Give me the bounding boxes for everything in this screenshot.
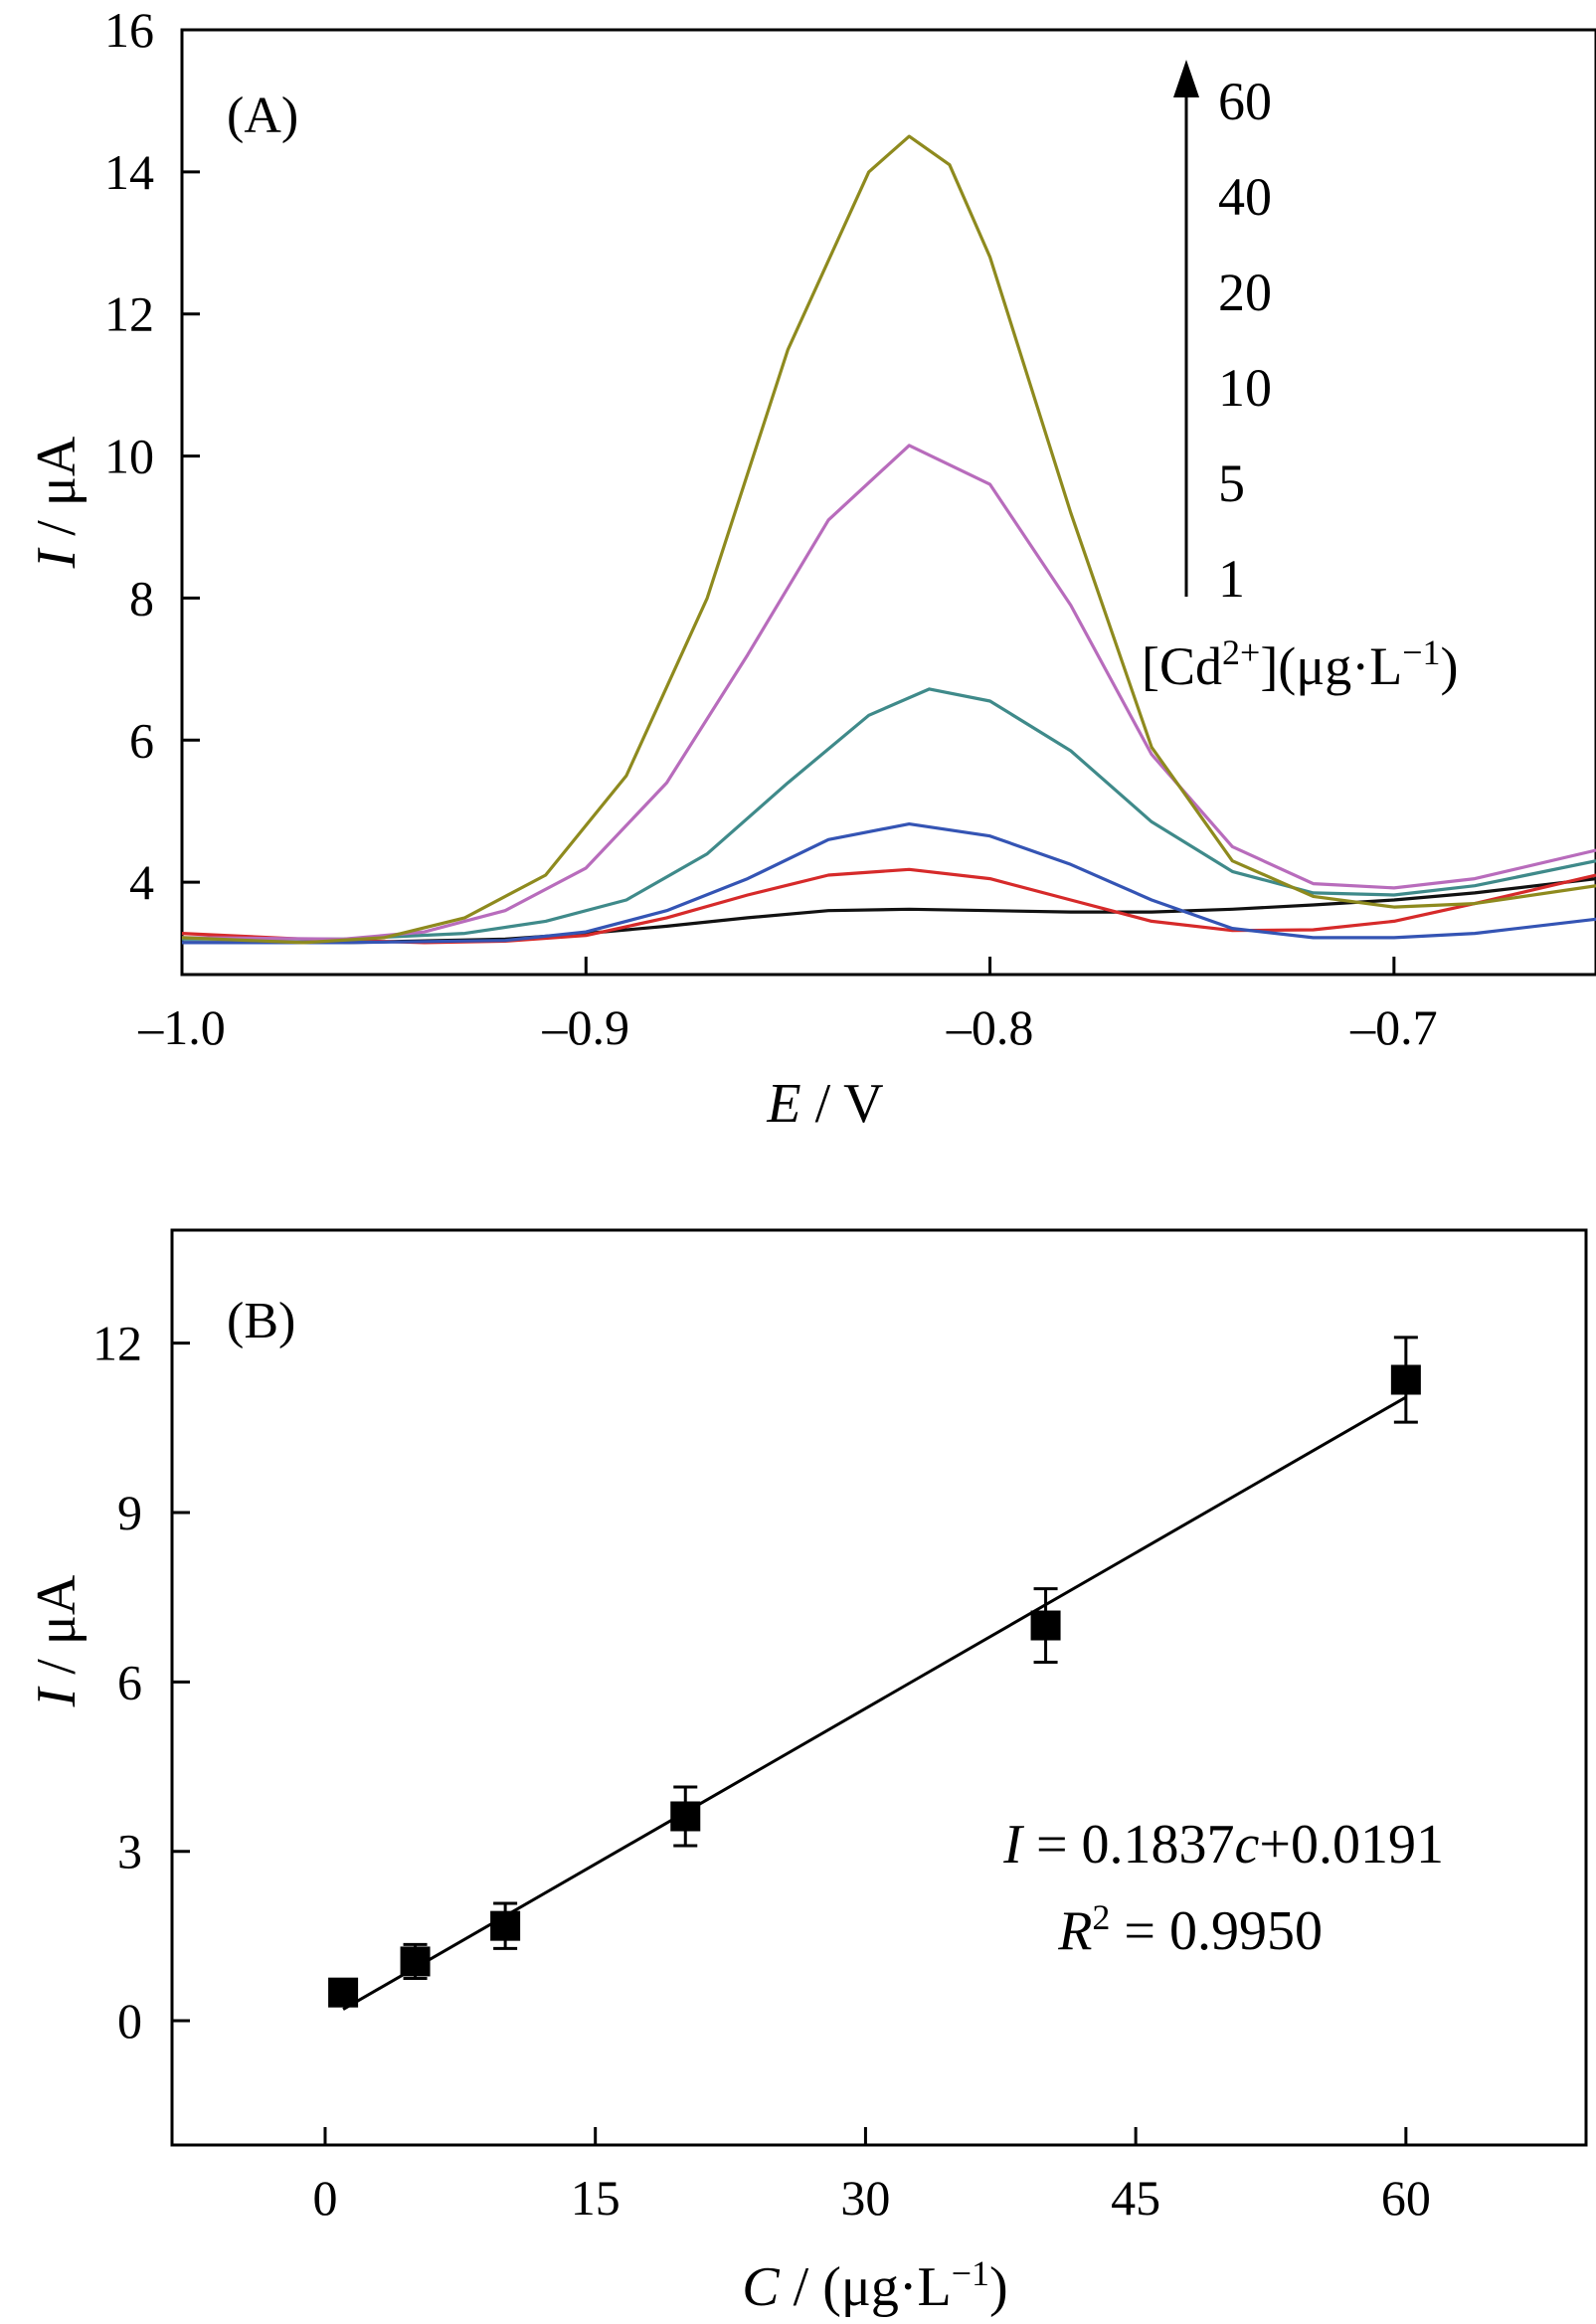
- panel-a-x-tick-label: –1.0: [137, 999, 226, 1055]
- panel-a-x-tick-label: –0.8: [946, 999, 1034, 1055]
- panel-b-x-tick-label: 15: [571, 2170, 621, 2226]
- panel-a-y-tick-label: 12: [104, 286, 154, 342]
- panel-a-legend-value: 10: [1218, 358, 1272, 418]
- panel-a-legend-value: 60: [1218, 72, 1272, 131]
- panel-a-y-tick-label: 6: [129, 712, 154, 768]
- panel-a-ylabel: I / μA: [26, 436, 88, 569]
- panel-a-y-tick-label: 10: [104, 429, 154, 484]
- fit-equation: I = 0.1837c+0.0191: [1002, 1814, 1444, 1876]
- panel-b-x-tick-label: 60: [1381, 2170, 1431, 2226]
- panel-b-x-tick-label: 30: [840, 2170, 890, 2226]
- data-point: [400, 1946, 431, 1977]
- data-point: [1390, 1364, 1421, 1395]
- panel-a-y-tick-label: 4: [129, 854, 154, 910]
- data-point: [328, 1977, 359, 2008]
- panel-a-series-line-4: [181, 444, 1596, 941]
- data-point: [490, 1910, 521, 1941]
- panel-a-legend-value: 5: [1218, 453, 1245, 513]
- fit-r-squared: R2 = 0.9950: [1057, 1897, 1323, 1962]
- panel-a-legend-value: 20: [1218, 263, 1272, 322]
- panel-b-y-tick-label: 9: [117, 1485, 142, 1540]
- data-point: [1030, 1610, 1061, 1641]
- panel-b-y-tick-label: 3: [117, 1824, 142, 1879]
- panel-a-legend-value: 40: [1218, 167, 1272, 227]
- panel-a-y-tick-label: 14: [104, 144, 154, 200]
- panel-a-series: [181, 134, 1596, 945]
- concentration-arrow-head: [1173, 60, 1199, 97]
- panel-a-y-tick-label: 8: [129, 570, 154, 626]
- panel-b-points: [328, 1336, 1421, 2008]
- panel-b-frame: [170, 1228, 1588, 2147]
- panel-b-y-tick-label: 0: [117, 1993, 142, 2049]
- panel-a-legend-value: 1: [1218, 549, 1245, 609]
- panel-a-x-tick-label: –0.7: [1349, 999, 1438, 1055]
- panel-a-chart: –1.0 –0.9 –0.8 –0.7 4 6 8 10 12 14 16 (A) 60 40 20 10…: [26, 2, 1596, 1135]
- panel-a-legend-title: [Cd2+](μg·L−1): [1142, 632, 1459, 696]
- panel-a-legend: 60 40 20 10 5 1: [1218, 72, 1272, 609]
- panel-b-chart: 0 15 30 45 60 0 3 6 9 12 (B) I = 0.1837c+0.0191 R…: [26, 1228, 1588, 2318]
- panel-a-series-line-3: [182, 687, 1596, 941]
- panel-a-y-tick-label: 16: [104, 2, 154, 58]
- panel-b-xlabel: C / (μg·L−1): [742, 2253, 1007, 2318]
- panel-b-ylabel: I / μA: [26, 1574, 88, 1707]
- panel-b-x-tick-label: 45: [1111, 2170, 1160, 2226]
- panel-b-ticks: 0 15 30 45 60 0 3 6 9 12: [92, 1316, 1431, 2226]
- panel-a-frame: [180, 28, 1596, 977]
- panel-a-series-line-2: [182, 822, 1596, 945]
- panel-a-series-line-5: [181, 134, 1596, 945]
- panel-a-ticks: –1.0 –0.9 –0.8 –0.7 4 6 8 10 12 14 16: [104, 2, 1438, 1055]
- panel-b-label: (B): [227, 1293, 295, 1349]
- data-point: [670, 1801, 701, 1832]
- panel-b-y-tick-label: 12: [92, 1316, 142, 1371]
- panel-a-xlabel: E / V: [766, 1073, 883, 1135]
- panel-b-fit: [342, 1395, 1407, 2011]
- panel-b-y-tick-label: 6: [117, 1654, 142, 1709]
- fit-line: [342, 1395, 1407, 2011]
- panel-b-x-tick-label: 0: [312, 2170, 337, 2226]
- panel-a-label: (A): [227, 88, 298, 144]
- panel-a-x-tick-label: –0.9: [542, 999, 630, 1055]
